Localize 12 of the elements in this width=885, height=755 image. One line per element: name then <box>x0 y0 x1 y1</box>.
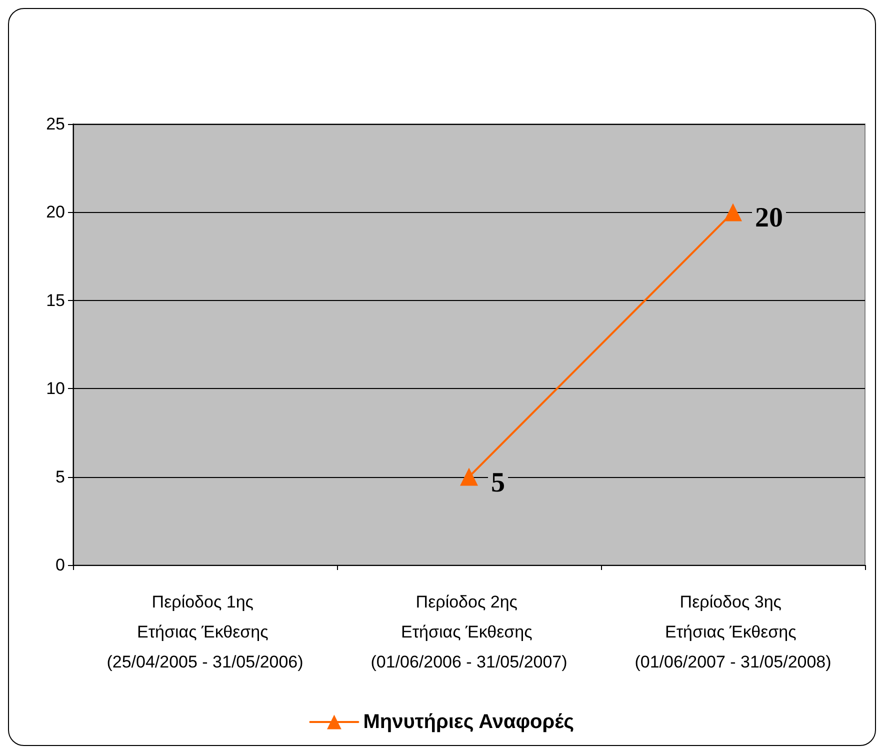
x-tick-label: Περίοδος 3ης Ετήσιας Έκθεσης (01/06/2007 - 31/05/2008) <box>634 592 832 672</box>
y-tick-label: 5 <box>56 467 65 486</box>
y-tick-label: 0 <box>56 556 65 574</box>
x-tick-label: Περίοδος 1ης Ετήσιας Έκθεσης (25/04/2005 - 31/05/2006) <box>106 592 304 672</box>
y-tick-label: 25 <box>46 114 65 134</box>
x-tick-label: Περίοδος 2ης Ετήσιας Έκθεσης (01/06/2006 - 31/05/2007) <box>370 592 568 672</box>
y-tick-label: 20 <box>46 202 65 222</box>
data-label: 5 <box>491 467 505 498</box>
y-tick-label: 10 <box>46 379 65 398</box>
legend-label: Μηνυτήριες Αναφορές <box>363 711 574 733</box>
data-label: 20 <box>755 202 783 234</box>
y-tick-label: 15 <box>46 290 65 310</box>
